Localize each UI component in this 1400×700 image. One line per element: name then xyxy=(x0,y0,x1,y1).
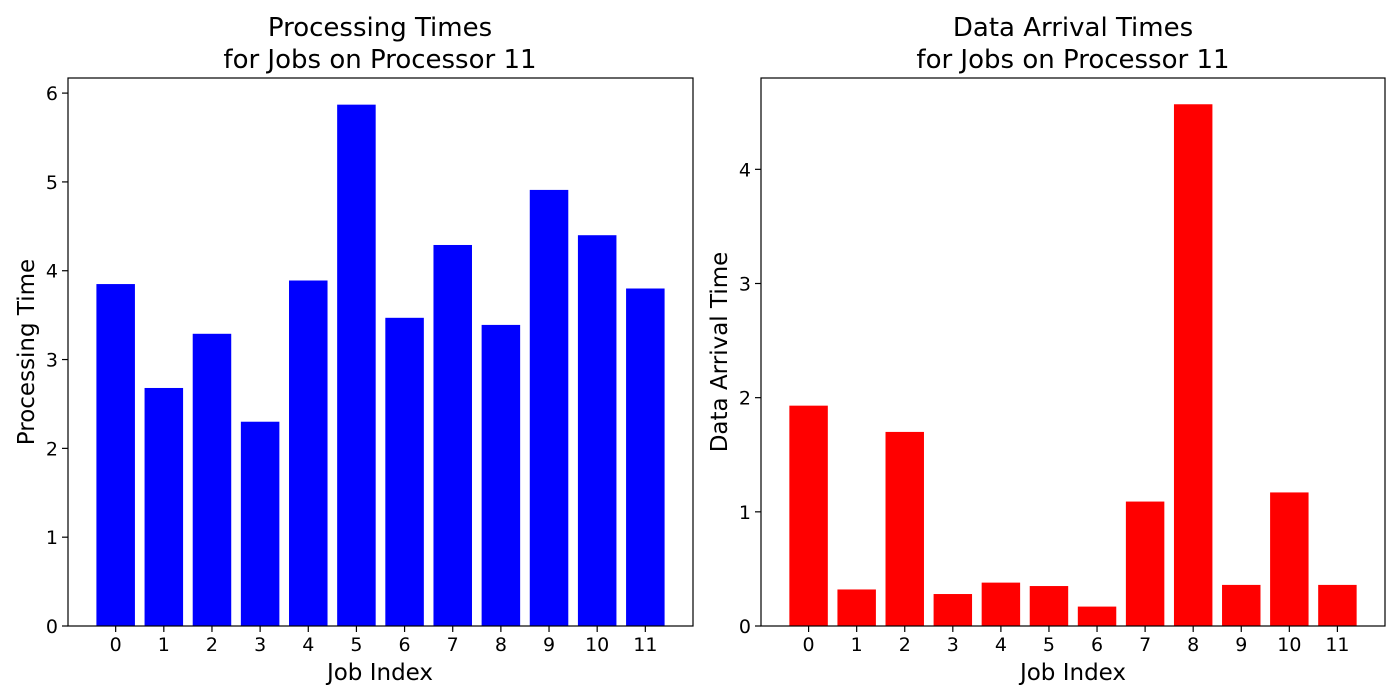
y-tick-label: 2 xyxy=(46,438,58,460)
x-ticks: 0 1 2 3 4 5 6 7 8 9 10 11 xyxy=(110,626,657,656)
x-tick-label: 7 xyxy=(1139,634,1151,656)
y-tick-label: 3 xyxy=(46,350,58,372)
y-ticks: 0 1 2 3 4 5 6 xyxy=(46,83,68,638)
y-tick-label: 4 xyxy=(739,159,751,181)
x-tick-label: 5 xyxy=(350,634,362,656)
y-ticks: 0 1 2 3 4 xyxy=(739,159,761,638)
bar-job-9 xyxy=(529,189,569,626)
bar-job-5 xyxy=(1029,586,1069,626)
bar-job-6 xyxy=(1077,606,1117,626)
bar-job-7 xyxy=(433,244,472,627)
x-tick-label: 10 xyxy=(1277,634,1301,656)
bar-job-4 xyxy=(289,280,328,626)
y-tick-label: 4 xyxy=(46,261,58,283)
x-tick-label: 1 xyxy=(851,634,863,656)
chart-title-line-1: Data Arrival Times xyxy=(953,13,1193,43)
x-tick-label: 3 xyxy=(947,634,959,656)
bars xyxy=(789,104,1357,626)
bar-job-0 xyxy=(789,405,828,626)
bar-job-8 xyxy=(1173,104,1213,626)
y-tick-label: 5 xyxy=(46,172,58,194)
x-tick-label: 8 xyxy=(495,634,507,656)
bar-job-11 xyxy=(1318,584,1357,626)
x-tick-label: 11 xyxy=(633,634,657,656)
bar-job-2 xyxy=(885,431,924,626)
y-tick-label: 0 xyxy=(739,616,751,638)
x-tick-label: 4 xyxy=(302,634,314,656)
bar-job-1 xyxy=(837,589,876,626)
y-axis-label: Data Arrival Time xyxy=(707,252,733,453)
chart-title-line-1: Processing Times xyxy=(268,13,492,43)
x-tick-label: 3 xyxy=(254,634,266,656)
chart-title-line-2: for Jobs on Processor 11 xyxy=(916,45,1229,75)
bar-job-8 xyxy=(481,324,521,626)
y-tick-label: 1 xyxy=(46,527,58,549)
data-arrival-times-chart: Data Arrival Times for Jobs on Processor… xyxy=(707,13,1386,686)
x-tick-label: 5 xyxy=(1043,634,1055,656)
x-axis-label: Job Index xyxy=(325,660,433,686)
x-tick-label: 6 xyxy=(399,634,411,656)
x-tick-label: 4 xyxy=(995,634,1007,656)
bar-job-1 xyxy=(144,387,184,626)
bars xyxy=(96,104,665,627)
x-axis-label: Job Index xyxy=(1018,660,1126,686)
y-tick-label: 2 xyxy=(739,388,751,410)
x-tick-label: 6 xyxy=(1091,634,1103,656)
bar-job-7 xyxy=(1125,501,1165,626)
processing-times-chart: Processing Times for Jobs on Processor 1… xyxy=(14,13,694,686)
x-tick-label: 1 xyxy=(158,634,170,656)
plot-frame xyxy=(67,77,694,627)
bar-job-10 xyxy=(1270,492,1309,626)
y-tick-label: 3 xyxy=(739,274,751,296)
x-tick-label: 2 xyxy=(899,634,911,656)
x-tick-label: 10 xyxy=(585,634,609,656)
bar-job-4 xyxy=(981,582,1021,626)
bar-job-11 xyxy=(626,288,665,626)
bar-job-2 xyxy=(192,333,232,626)
y-tick-label: 1 xyxy=(739,502,751,524)
x-tick-label: 2 xyxy=(206,634,218,656)
x-tick-label: 0 xyxy=(803,634,815,656)
bar-job-5 xyxy=(337,104,376,626)
bar-job-6 xyxy=(385,317,424,626)
y-axis-label: Processing Time xyxy=(14,259,40,445)
bar-job-3 xyxy=(240,421,280,626)
x-tick-label: 9 xyxy=(1235,634,1247,656)
y-tick-label: 6 xyxy=(46,83,58,105)
bar-job-9 xyxy=(1222,584,1261,626)
bar-job-3 xyxy=(933,594,973,626)
chart-title-line-2: for Jobs on Processor 11 xyxy=(223,45,536,75)
x-tick-label: 7 xyxy=(447,634,459,656)
x-tick-label: 0 xyxy=(110,634,122,656)
bar-job-10 xyxy=(577,235,617,626)
x-ticks: 0 1 2 3 4 5 6 7 8 9 10 11 xyxy=(803,626,1350,656)
x-tick-label: 9 xyxy=(543,634,555,656)
plot-frame xyxy=(760,77,1386,627)
bar-job-0 xyxy=(96,284,135,626)
x-tick-label: 11 xyxy=(1325,634,1349,656)
x-tick-label: 8 xyxy=(1187,634,1199,656)
y-tick-label: 0 xyxy=(46,616,58,638)
